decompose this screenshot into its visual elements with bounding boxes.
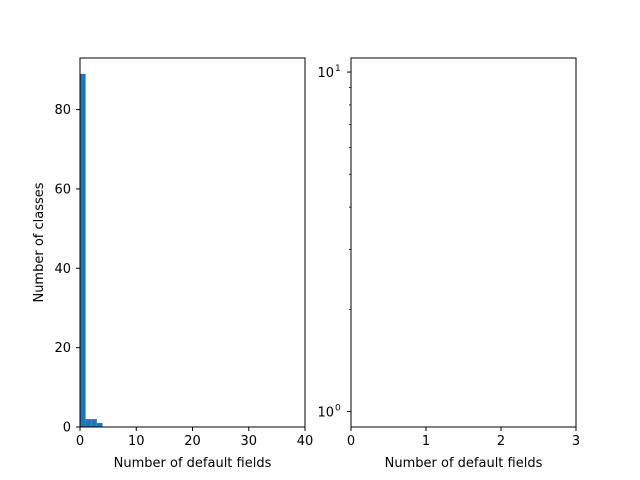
y-tick-label: 20 [54, 341, 71, 356]
left-histogram-bars [80, 73, 103, 427]
y-tick-label: 40 [54, 262, 71, 277]
x-tick-label: 0 [76, 434, 84, 449]
x-tick-label: 10 [128, 434, 145, 449]
histogram-bar [96, 423, 103, 427]
y-tick-base: 10 [317, 405, 334, 420]
right-x-ticks: 0 1 2 3 [347, 427, 580, 449]
y-tick-label: 10 0 [317, 403, 341, 420]
x-tick-label: 3 [572, 434, 580, 449]
left-x-ticks: 0 10 20 30 40 [76, 427, 313, 449]
y-tick-label: 0 [63, 421, 71, 436]
y-tick-exponent: 0 [335, 403, 341, 413]
histogram-bar [80, 73, 86, 427]
right-x-axis-label: Number of default fields [385, 456, 543, 471]
left-x-axis-label: Number of default fields [114, 456, 272, 471]
y-tick-label: 80 [54, 103, 71, 118]
x-tick-label: 0 [347, 434, 355, 449]
y-tick-label: 10 1 [317, 64, 340, 81]
y-tick-label: 60 [54, 182, 71, 197]
x-tick-label: 20 [184, 434, 201, 449]
histogram-bar [91, 419, 97, 427]
histogram-bar [85, 419, 92, 427]
x-tick-label: 2 [497, 434, 505, 449]
x-tick-label: 40 [297, 434, 314, 449]
right-axes-frame [350, 57, 577, 428]
x-tick-label: 30 [240, 434, 257, 449]
left-y-ticks: 0 20 40 60 80 [54, 103, 80, 436]
y-tick-exponent: 1 [335, 64, 341, 74]
left-subplot: 0 10 20 30 40 0 20 40 60 80 Number of default fi… [32, 57, 313, 471]
x-tick-label: 1 [422, 434, 430, 449]
left-y-axis-label: Number of classes [32, 182, 47, 302]
y-tick-base: 10 [317, 66, 334, 81]
